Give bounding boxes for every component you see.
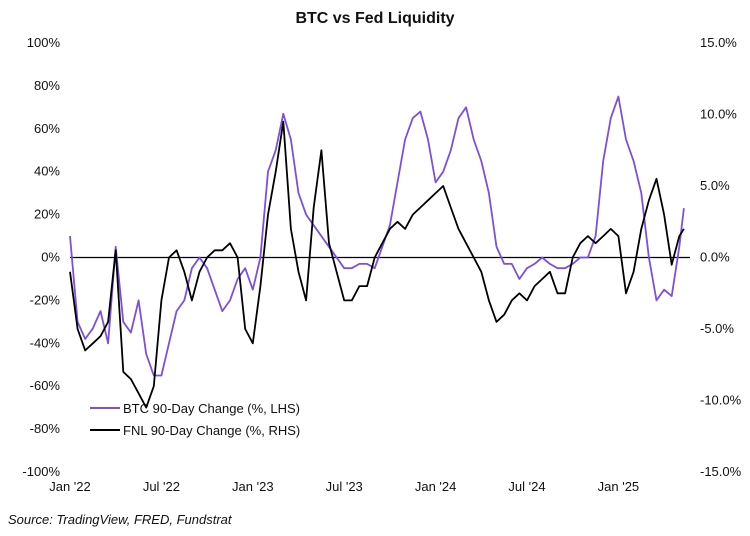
y-left-tick-label: 20% (34, 207, 60, 222)
x-tick-label: Jan '24 (415, 479, 457, 494)
y-right-tick-label: 15.0% (700, 35, 737, 50)
y-left-tick-label: -20% (30, 292, 61, 307)
fnl-series-line (70, 122, 684, 408)
y-right-tick-label: 5.0% (700, 178, 730, 193)
y-right-tick-label: -5.0% (700, 321, 734, 336)
y-left-tick-label: 60% (34, 121, 60, 136)
x-tick-label: Jul '22 (143, 479, 180, 494)
y-left-tick-label: 80% (34, 78, 60, 93)
y-right-tick-label: 10.0% (700, 107, 737, 122)
chart-svg: 100% 80% 60% 40% 20% 0% -20% -40% -60% -80% -100% 1… (0, 0, 750, 536)
x-tick-label: Jan '23 (232, 479, 274, 494)
x-tick-label: Jul '24 (508, 479, 545, 494)
x-tick-label: Jan '25 (598, 479, 640, 494)
btc-series-line (70, 97, 684, 376)
y-left-tick-label: -60% (30, 378, 61, 393)
y-left-tick-label: 100% (27, 35, 61, 50)
y-left-tick-label: -40% (30, 335, 61, 350)
chart-source: Source: TradingView, FRED, Fundstrat (8, 512, 232, 527)
y-left-tick-label: 40% (34, 164, 60, 179)
y-right-tick-label: -15.0% (700, 464, 742, 479)
legend-label: FNL 90-Day Change (%, RHS) (123, 423, 300, 438)
legend-label: BTC 90-Day Change (%, LHS) (123, 401, 300, 416)
y-left-tick-label: -80% (30, 421, 61, 436)
x-tick-label: Jan '22 (49, 479, 91, 494)
y-right-tick-label: 0.0% (700, 250, 730, 265)
y-right-tick-label: -10.0% (700, 393, 742, 408)
y-left-tick-label: -100% (22, 464, 60, 479)
y-left-tick-label: 0% (41, 250, 60, 265)
x-tick-label: Jul '23 (326, 479, 363, 494)
